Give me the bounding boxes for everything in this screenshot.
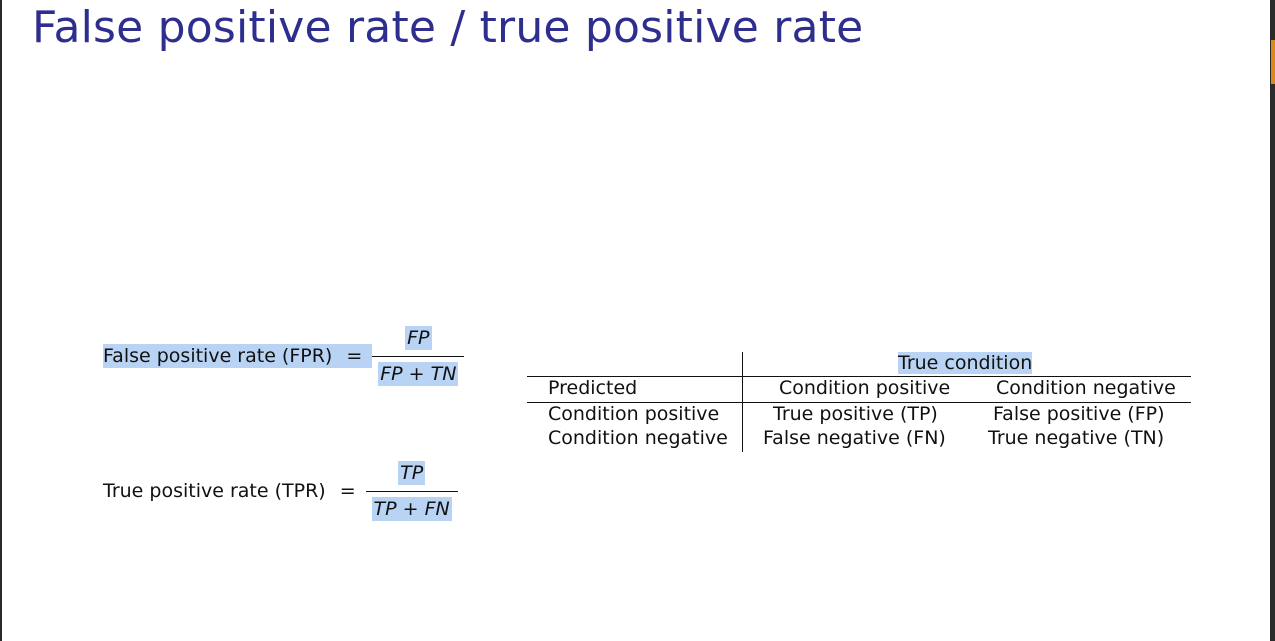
tpr-fraction: TP TP + FN xyxy=(365,461,458,521)
row-label-positive: Condition positive xyxy=(548,403,720,425)
tpr-label: True positive rate (TPR) xyxy=(103,480,326,502)
fpr-fraction: FP FP + TN xyxy=(372,326,465,386)
predicted-header: Predicted xyxy=(548,377,638,399)
window-edge-accent xyxy=(1271,40,1275,84)
fpr-equals: = xyxy=(346,345,363,367)
row-label-negative: Condition negative xyxy=(548,427,728,449)
fpr-label-group: False positive rate (FPR) = xyxy=(103,344,373,368)
confusion-matrix-table: True condition Predicted Condition posit… xyxy=(527,352,1191,454)
fpr-formula: False positive rate (FPR) = FP FP + TN xyxy=(103,326,465,386)
fpr-label: False positive rate (FPR) xyxy=(103,345,333,367)
slide-title: False positive rate / true positive rate xyxy=(32,2,864,53)
cell-false-negative: False negative (FN) xyxy=(763,427,946,449)
tpr-formula: True positive rate (TPR) = TP TP + FN xyxy=(103,461,458,521)
cell-true-negative: True negative (TN) xyxy=(988,427,1165,449)
tpr-equals: = xyxy=(339,480,356,502)
tpr-label-group: True positive rate (TPR) = xyxy=(103,479,366,503)
tpr-numerator: TP xyxy=(398,461,426,485)
tpr-fraction-bar xyxy=(365,491,458,492)
cell-true-positive: True positive (TP) xyxy=(773,403,938,425)
fpr-numerator: FP xyxy=(405,326,432,350)
column-header-negative: Condition negative xyxy=(996,377,1176,399)
fpr-fraction-bar xyxy=(372,356,465,357)
true-condition-header: True condition xyxy=(898,352,1033,374)
column-header-positive: Condition positive xyxy=(779,377,951,399)
table-body-rule xyxy=(527,402,1191,403)
cell-false-positive: False positive (FP) xyxy=(993,403,1165,425)
table-header-rule xyxy=(527,376,1191,377)
fpr-denominator: FP + TN xyxy=(378,362,459,386)
tpr-denominator: TP + FN xyxy=(371,497,452,521)
